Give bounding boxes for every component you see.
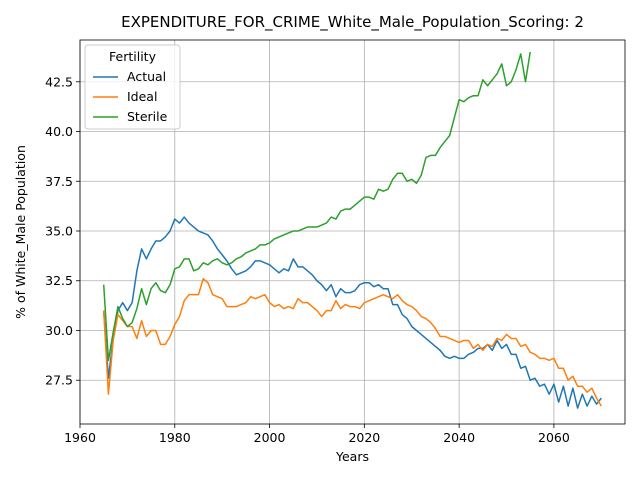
legend-label-ideal: Ideal: [127, 89, 157, 104]
y-tick-label: 37.5: [45, 174, 73, 189]
y-tick-label: 30.0: [45, 323, 73, 338]
series-layer: [102, 51, 602, 409]
x-tick-label: 2040: [443, 430, 475, 445]
grid: [79, 40, 625, 424]
y-tick-label: 27.5: [45, 373, 73, 388]
y-tick-label: 32.5: [45, 273, 73, 288]
legend-title: Fertility: [109, 49, 157, 64]
y-axis-label: % of White_Male Population: [13, 145, 28, 319]
legend: Fertility Actual Ideal Sterile: [84, 44, 181, 130]
x-tick-label: 2000: [254, 430, 286, 445]
y-tick-label: 40.0: [45, 124, 73, 139]
plot-frame: [79, 39, 626, 425]
series-line-actual: [102, 216, 602, 409]
y-tick-label: 35.0: [45, 224, 73, 239]
series-line-sterile: [102, 51, 531, 362]
ticks: 1960 1980 2000 2020 2040 2060 27.5 30.0 32.5 35.0…: [45, 74, 570, 445]
series-line-ideal: [102, 278, 602, 407]
x-tick-label: 2060: [538, 430, 570, 445]
x-tick-label: 2020: [348, 430, 380, 445]
legend-box: [84, 44, 181, 130]
x-tick-label: 1960: [64, 430, 96, 445]
chart-title: EXPENDITURE_FOR_CRIME_White_Male_Populat…: [121, 13, 584, 32]
x-axis-label: Years: [335, 449, 369, 464]
y-tick-label: 42.5: [45, 74, 73, 89]
legend-label-actual: Actual: [127, 69, 166, 84]
legend-label-sterile: Sterile: [127, 109, 168, 124]
x-tick-label: 1980: [159, 430, 191, 445]
